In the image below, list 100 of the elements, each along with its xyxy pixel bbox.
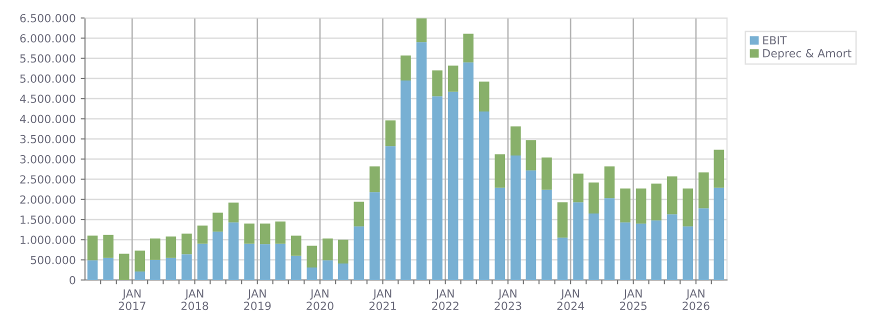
bar (197, 226, 208, 244)
bar (478, 82, 490, 112)
bar (463, 34, 474, 62)
bar (260, 244, 270, 280)
bar (87, 236, 98, 260)
y-tick-label: 4.000.000 (20, 114, 76, 124)
bar (166, 236, 176, 258)
bar (290, 256, 302, 280)
x-tick-label: JAN 2017 (118, 289, 146, 310)
y-tick-label: 500.000 (30, 256, 76, 264)
bar (620, 188, 630, 222)
bar (636, 224, 646, 280)
bar (150, 238, 160, 260)
bar (182, 234, 192, 254)
bar (588, 182, 599, 214)
legend-label: EBIT (763, 36, 787, 44)
y-tick-label: 2.500.000 (20, 175, 76, 184)
bar (620, 222, 630, 280)
bar (448, 66, 458, 92)
bar (212, 212, 223, 232)
bar (698, 172, 709, 208)
bar (134, 272, 146, 280)
bar (118, 254, 130, 280)
bar (400, 55, 411, 80)
bar (510, 126, 521, 156)
bar (682, 188, 694, 226)
bar (260, 224, 270, 244)
y-tick-label: 5.000.000 (20, 74, 76, 83)
bar (604, 166, 615, 198)
y-tick-label: 1.000.000 (20, 236, 76, 244)
bar (228, 202, 239, 222)
bar (322, 238, 333, 260)
y-tick-label: 6.500.000 (20, 14, 76, 22)
bar (322, 260, 333, 280)
x-tick-label: JAN 2025 (620, 289, 647, 310)
bar (651, 184, 662, 220)
bar (573, 174, 584, 202)
bar (432, 70, 442, 96)
bar (494, 154, 506, 188)
bar (370, 166, 380, 192)
bar (197, 244, 208, 280)
bar (714, 150, 724, 188)
bar (212, 232, 223, 280)
y-tick-label: 1.500.000 (20, 216, 76, 224)
x-tick-label: JAN 2026 (682, 289, 710, 310)
bar (166, 258, 176, 280)
bar (526, 140, 536, 170)
legend-label: Deprec & Amort (763, 49, 852, 60)
y-tick-label: 3.500.000 (20, 134, 76, 144)
bar (306, 268, 318, 280)
x-tick-label: JAN 2019 (244, 289, 271, 310)
bar (385, 120, 396, 146)
bar (370, 192, 380, 280)
bar (448, 92, 458, 280)
bar (244, 224, 254, 244)
bar (400, 80, 411, 280)
bar (354, 202, 364, 226)
bar (510, 155, 521, 280)
bar (432, 96, 442, 280)
bar (478, 112, 490, 280)
bar (103, 258, 114, 280)
bar (666, 214, 678, 280)
bar (416, 42, 427, 280)
bar (463, 62, 474, 280)
y-tick-label: 4.500.000 (20, 94, 76, 103)
x-tick-label: JAN 2020 (306, 289, 334, 310)
bar (385, 146, 396, 280)
bar (150, 260, 160, 280)
bar (244, 244, 254, 280)
y-tick-label: 0 (70, 276, 76, 284)
bar (290, 236, 302, 256)
bar (666, 176, 678, 214)
bar (416, 18, 427, 42)
bar (588, 213, 599, 280)
bar (526, 170, 536, 280)
bar (275, 244, 286, 280)
bar (698, 208, 709, 280)
bar (338, 263, 348, 280)
bar (103, 234, 114, 258)
x-tick-label: JAN 2024 (557, 289, 584, 310)
bar (557, 238, 568, 280)
y-tick-label: 5.500.000 (20, 54, 76, 63)
bar (636, 188, 646, 224)
x-tick-label: JAN 2023 (494, 289, 522, 310)
x-tick-label: JAN 2021 (369, 289, 396, 310)
bar (134, 250, 146, 272)
bar (651, 220, 662, 280)
bar (573, 202, 584, 280)
x-tick-label: JAN 2022 (432, 289, 458, 310)
bar (338, 240, 348, 264)
bar (494, 188, 506, 280)
bar (306, 246, 318, 268)
bar (682, 226, 694, 280)
bar (275, 222, 286, 244)
bar (228, 222, 239, 280)
bar (182, 254, 192, 280)
y-tick-label: 3.000.000 (20, 155, 76, 164)
bar (557, 202, 568, 238)
y-tick-label: 6.000.000 (20, 34, 76, 43)
bar (604, 198, 615, 280)
